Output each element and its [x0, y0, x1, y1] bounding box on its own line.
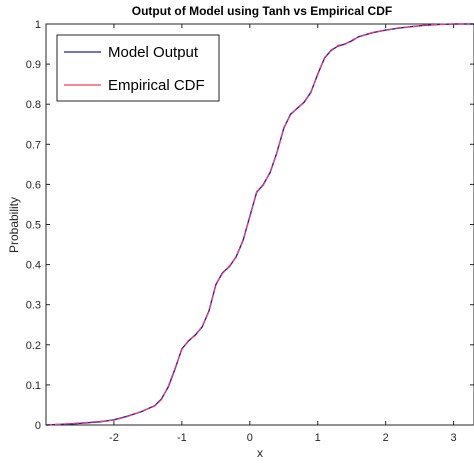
y-tick-label: 0.1: [26, 380, 41, 392]
x-tick-label: -2: [109, 432, 119, 444]
y-tick-label: 0.3: [26, 300, 41, 312]
y-tick-label: 0.8: [26, 99, 41, 111]
y-tick-label: 1: [35, 19, 41, 31]
legend-label-empirical-cdf: Empirical CDF: [108, 77, 205, 94]
legend-label-model-output: Model Output: [108, 44, 199, 61]
x-tick-label: 3: [451, 432, 457, 444]
y-tick-label: 0: [35, 420, 41, 432]
legend-box: [56, 34, 220, 102]
legend: Model Output Empirical CDF: [56, 34, 220, 102]
x-tick-label: 0: [247, 432, 253, 444]
y-tick-label: 0.7: [26, 139, 41, 151]
series-line-empirical-cdf: [45, 23, 474, 426]
ticks-layer: -2 -1 0 1 2 3 0 0.1 0.2 0.3 0.4 0.5 0.6 0.7 0.8 0.9 1: [26, 19, 474, 444]
y-tick-label: 0.2: [26, 340, 41, 352]
y-tick-label: 0.6: [26, 179, 41, 191]
y-axis-label: Probability: [7, 197, 21, 253]
y-tick-label: 0.4: [26, 260, 41, 272]
y-tick-label: 0.5: [26, 220, 41, 232]
x-tick-label: 1: [315, 432, 321, 444]
x-tick-label: 2: [383, 432, 389, 444]
x-tick-label: -1: [177, 432, 187, 444]
y-tick-label: 0.9: [26, 59, 41, 71]
series-layer: [45, 23, 474, 426]
x-axis-label: x: [257, 446, 263, 460]
chart-title: Output of Model using Tanh vs Empirical …: [132, 4, 392, 18]
